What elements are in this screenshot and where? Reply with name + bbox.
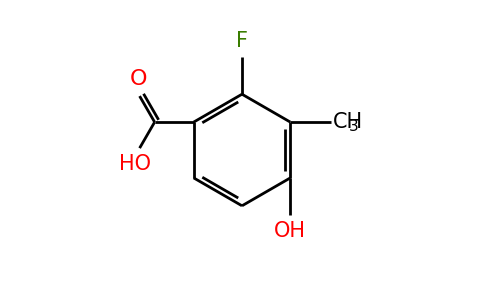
Text: HO: HO <box>120 154 151 174</box>
Text: F: F <box>236 31 248 51</box>
Text: O: O <box>129 69 147 89</box>
Text: OH: OH <box>274 221 306 242</box>
Text: 3: 3 <box>349 119 359 134</box>
Text: CH: CH <box>333 112 363 132</box>
